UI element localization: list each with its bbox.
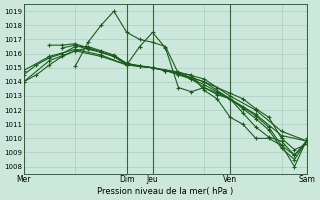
X-axis label: Pression niveau de la mer( hPa ): Pression niveau de la mer( hPa ) xyxy=(97,187,234,196)
